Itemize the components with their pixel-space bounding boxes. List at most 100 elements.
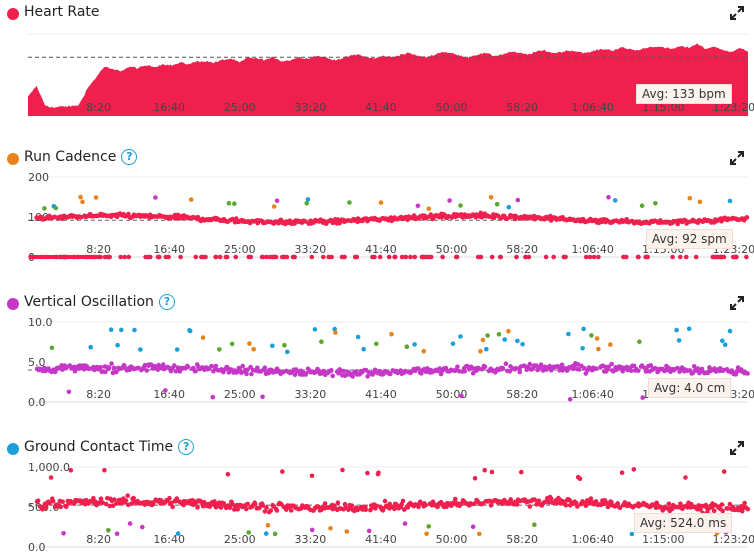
data-point (363, 507, 369, 513)
data-point (423, 502, 429, 508)
data-point (745, 371, 750, 376)
data-point (329, 254, 334, 260)
x-tick-label: 8:20 (86, 243, 111, 256)
x-tick-label: 58:20 (506, 101, 538, 114)
data-point (193, 254, 199, 260)
x-tick-label: 1:06:40 (572, 101, 614, 114)
x-tick-label: 1:15:00 (642, 101, 684, 114)
data-point (114, 531, 120, 537)
y-tick-label: 0.0 (28, 541, 46, 554)
data-point (389, 331, 394, 337)
expand-icon[interactable] (730, 6, 744, 20)
heart-rate-header: Heart Rate (0, 2, 754, 24)
data-point (50, 498, 56, 504)
data-point (502, 337, 508, 342)
expand-icon[interactable] (730, 441, 744, 455)
data-point (567, 397, 573, 402)
data-point (118, 254, 123, 260)
ground-contact-time-avg-label: Avg: 524.0 ms (634, 513, 733, 533)
data-point (263, 531, 269, 536)
data-point (636, 254, 641, 260)
help-icon[interactable]: ? (178, 439, 195, 455)
data-point (514, 502, 520, 507)
data-point (285, 349, 290, 355)
data-point (593, 366, 599, 371)
data-point (309, 254, 315, 260)
data-point (282, 342, 287, 348)
help-icon[interactable]: ? (158, 294, 175, 310)
y-tick-label: 200 (28, 171, 49, 184)
x-tick-label: 50:00 (436, 101, 468, 114)
data-point (361, 346, 367, 352)
data-point (210, 394, 216, 400)
run-cadence-avg-label: Avg: 92 spm (646, 229, 733, 249)
data-point (404, 344, 410, 349)
data-point (563, 503, 569, 508)
data-point (575, 504, 580, 509)
data-point (478, 349, 483, 354)
help-icon[interactable]: ? (121, 149, 138, 165)
data-point (485, 333, 490, 338)
data-point (105, 254, 111, 260)
data-point (376, 470, 381, 476)
data-point (144, 368, 150, 373)
data-point (193, 369, 198, 374)
data-point (61, 531, 66, 536)
data-point (78, 214, 84, 220)
x-tick-label: 50:00 (436, 533, 468, 546)
data-point (209, 363, 214, 369)
data-point (248, 254, 254, 260)
data-point (727, 328, 733, 334)
data-point (640, 395, 645, 400)
data-point (693, 254, 699, 260)
data-point (280, 469, 285, 474)
expand-icon[interactable] (730, 151, 744, 165)
x-tick-label: 41:40 (365, 243, 397, 256)
data-point (720, 338, 725, 344)
data-point (218, 505, 224, 510)
data-point (450, 341, 456, 346)
data-point (428, 212, 434, 217)
data-point (257, 505, 262, 511)
data-point (349, 503, 355, 508)
data-point (187, 328, 193, 334)
data-point (415, 203, 421, 209)
data-point (727, 501, 733, 507)
vertical-oscillation-panel: Vertical Oscillation? 8:20 16:40 25:00 33:2… (0, 292, 754, 418)
data-point (580, 346, 585, 351)
data-point (683, 254, 689, 260)
x-tick-label: 16:40 (153, 533, 185, 546)
data-point (587, 254, 593, 260)
data-point (98, 496, 104, 501)
data-point (594, 336, 600, 341)
data-point (536, 498, 542, 504)
data-point (675, 365, 680, 371)
data-point (172, 363, 177, 368)
data-point (169, 500, 174, 506)
data-point (332, 326, 338, 332)
data-point (115, 342, 120, 348)
data-point (604, 217, 610, 223)
data-point (321, 368, 326, 374)
data-point (709, 505, 715, 510)
y-tick-label: 5.0 (28, 356, 46, 369)
data-point (488, 195, 494, 200)
x-tick-label: 41:40 (365, 101, 397, 114)
data-point (233, 254, 238, 260)
data-point (447, 198, 452, 203)
data-point (546, 500, 551, 505)
data-point (526, 254, 532, 260)
expand-icon[interactable] (730, 296, 744, 310)
data-point (583, 503, 589, 509)
x-tick-label: 33:20 (295, 533, 327, 546)
data-point (217, 347, 222, 352)
data-point (125, 493, 130, 498)
data-point (173, 368, 179, 374)
data-point (559, 362, 565, 368)
data-point (106, 365, 112, 370)
x-tick-label: 33:20 (295, 388, 327, 401)
data-point (93, 195, 99, 200)
data-point (246, 530, 251, 535)
run-cadence-panel: Run Cadence? 8:20 16:40 25:00 33:20 41:40 50:… (0, 147, 754, 273)
data-point (288, 508, 294, 513)
